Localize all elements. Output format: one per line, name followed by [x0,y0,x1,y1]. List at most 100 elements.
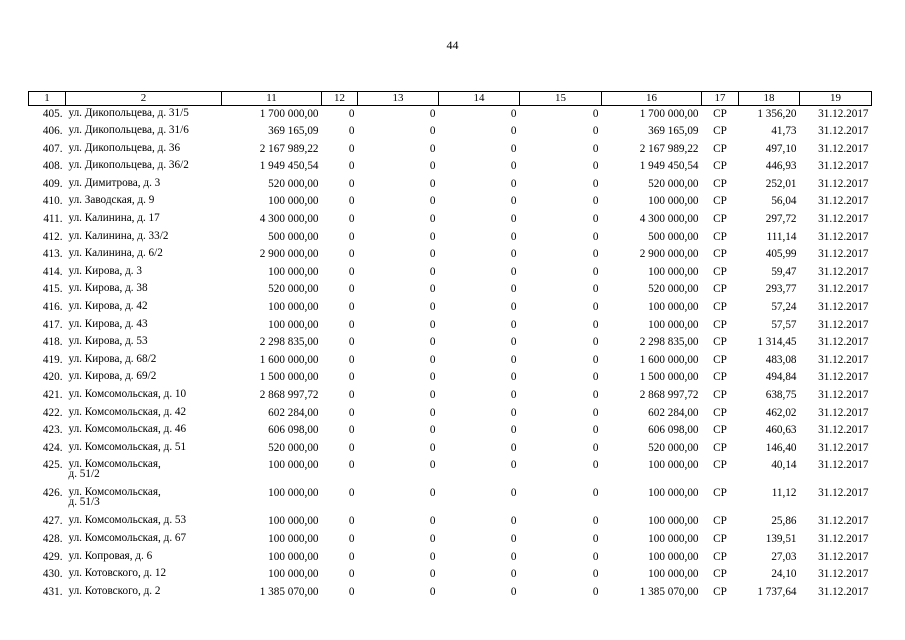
col-16-cell: 100 000,00 [648,532,699,545]
col-11-cell: 2 900 000,00 [259,248,319,261]
header-cell: 2 [65,91,222,106]
col-12-cell: 0 [348,515,355,528]
address-text: ул. Кирова, д. 38 [68,282,148,295]
col-12-cell: 0 [348,265,355,278]
header-cell: 12 [321,91,358,106]
col-17-cell: СР [713,550,727,563]
col-12-cell: 0 [348,459,355,472]
col-15-cell: 0 [592,125,599,138]
col-14-cell: 0 [510,160,517,173]
col-11-cell: 369 165,09 [268,125,319,138]
col-17-cell: СР [713,585,727,598]
col-17-cell: СР [713,213,727,226]
col-13-cell: 0 [429,568,436,581]
address-text: ул. Котовского, д. 12 [68,567,167,580]
col-13-cell: 0 [429,515,436,528]
col-11-cell: 2 167 989,22 [259,142,319,155]
col-18-cell: 462,02 [765,406,797,419]
address-text: ул. Комсомольская, д. 67 [68,531,187,544]
col-12-cell: 0 [348,283,355,296]
col-18-cell: 24,10 [771,568,797,581]
col-11-cell: 606 098,00 [268,424,319,437]
col-17-cell: СР [713,353,727,366]
col-14-cell: 0 [510,301,517,314]
table-row: 430. ул. Котовского, д. 12 100 000,00 0 0 0 0 1… [29,566,872,584]
col-12-cell: 0 [348,441,355,454]
table-row: 429. ул. Копровая, д. 6 100 000,00 0 0 0 0 100 … [29,549,872,567]
col-11-cell: 520 000,00 [268,283,319,296]
col-19-cell: 31.12.2017 [818,515,869,528]
address-text: ул. Комсомольская, д. 51/3 [68,486,161,509]
address-text: ул. Копровая, д. 6 [68,549,153,562]
col-13-cell: 0 [429,487,436,500]
col-14-cell: 0 [510,441,517,454]
address-cell: ул. Комсомольская, д. 46 [66,422,222,440]
col-11-cell: 100 000,00 [268,318,319,331]
col-19-cell: 31.12.2017 [818,568,869,581]
col-16-cell: 602 284,00 [648,406,699,419]
col-13-cell: 0 [429,353,436,366]
col-13-cell: 0 [429,248,436,261]
col-17-cell: СР [713,441,727,454]
col-11-cell: 1 500 000,00 [259,371,319,384]
col-16-cell: 520 000,00 [648,441,699,454]
col-13-cell: 0 [429,142,436,155]
address-cell: ул. Калинина, д. 33/2 [66,229,222,247]
col-19-cell: 31.12.2017 [818,213,869,226]
col-13-cell: 0 [429,441,436,454]
table-row: 411. ул. Калинина, д. 17 4 300 000,00 0 0 0 0 4… [29,211,872,229]
col-15-cell: 0 [592,487,599,500]
col-13-cell: 0 [429,213,436,226]
address-cell: ул. Копровая, д. 6 [66,549,222,567]
col-17-cell: СР [713,160,727,173]
col-18-cell: 111,14 [766,230,797,243]
col-12-cell: 0 [348,142,355,155]
col-12-cell: 0 [348,336,355,349]
col-19-cell: 31.12.2017 [818,585,869,598]
col-13-cell: 0 [429,108,436,120]
row-number: 430. [42,568,63,581]
col-12-cell: 0 [348,550,355,563]
col-18-cell: 27,03 [771,550,797,563]
address-cell: ул. Комсомольская, д. 53 [66,513,222,531]
col-14-cell: 0 [510,406,517,419]
col-18-cell: 483,08 [765,353,797,366]
col-14-cell: 0 [510,108,517,120]
row-number: 409. [42,177,63,190]
col-19-cell: 31.12.2017 [818,532,869,545]
col-15-cell: 0 [592,336,599,349]
address-text: ул. Комсомольская, д. 10 [68,388,187,400]
col-15-cell: 0 [592,532,599,545]
col-16-cell: 1 385 070,00 [639,585,699,598]
col-19-cell: 31.12.2017 [818,336,869,349]
row-number: 424. [42,441,63,454]
col-14-cell: 0 [510,213,517,226]
col-13-cell: 0 [429,389,436,401]
table-row: 418. ул. Кирова, д. 53 2 298 835,00 0 0 0 0 2 2… [29,334,872,352]
table-row: 420. ул. Кирова, д. 69/2 1 500 000,00 0 0 0 0 1… [29,369,872,387]
col-13-cell: 0 [429,195,436,208]
col-15-cell: 0 [592,142,599,155]
table-row: 425. ул. Комсомольская, д. 51/2 100 000,00… [29,457,872,485]
col-15-cell: 0 [592,248,599,261]
row-number: 422. [42,406,63,419]
row-number: 420. [42,371,63,384]
col-14-cell: 0 [510,125,517,138]
row-number: 415. [42,283,63,296]
table-row: 405. ул. Дикопольцева, д. 31/5 1 700 000,0… [29,106,872,124]
address-text: ул. Калинина, д. 17 [68,212,160,225]
col-11-cell: 520 000,00 [268,441,319,454]
col-11-cell: 500 000,00 [268,230,319,243]
col-13-cell: 0 [429,532,436,545]
col-12-cell: 0 [348,585,355,598]
col-14-cell: 0 [510,142,517,155]
col-19-cell: 31.12.2017 [818,406,869,419]
col-11-cell: 100 000,00 [268,568,319,581]
col-19-cell: 31.12.2017 [818,441,869,454]
address-text: ул. Дикопольцева, д. 36/2 [68,159,189,172]
address-cell: ул. Кирова, д. 68/2 [66,352,222,370]
col-16-cell: 2 868 997,72 [639,389,699,401]
col-15-cell: 0 [592,406,599,419]
address-cell: ул. Калинина, д. 6/2 [66,246,222,264]
col-17-cell: СР [713,125,727,138]
